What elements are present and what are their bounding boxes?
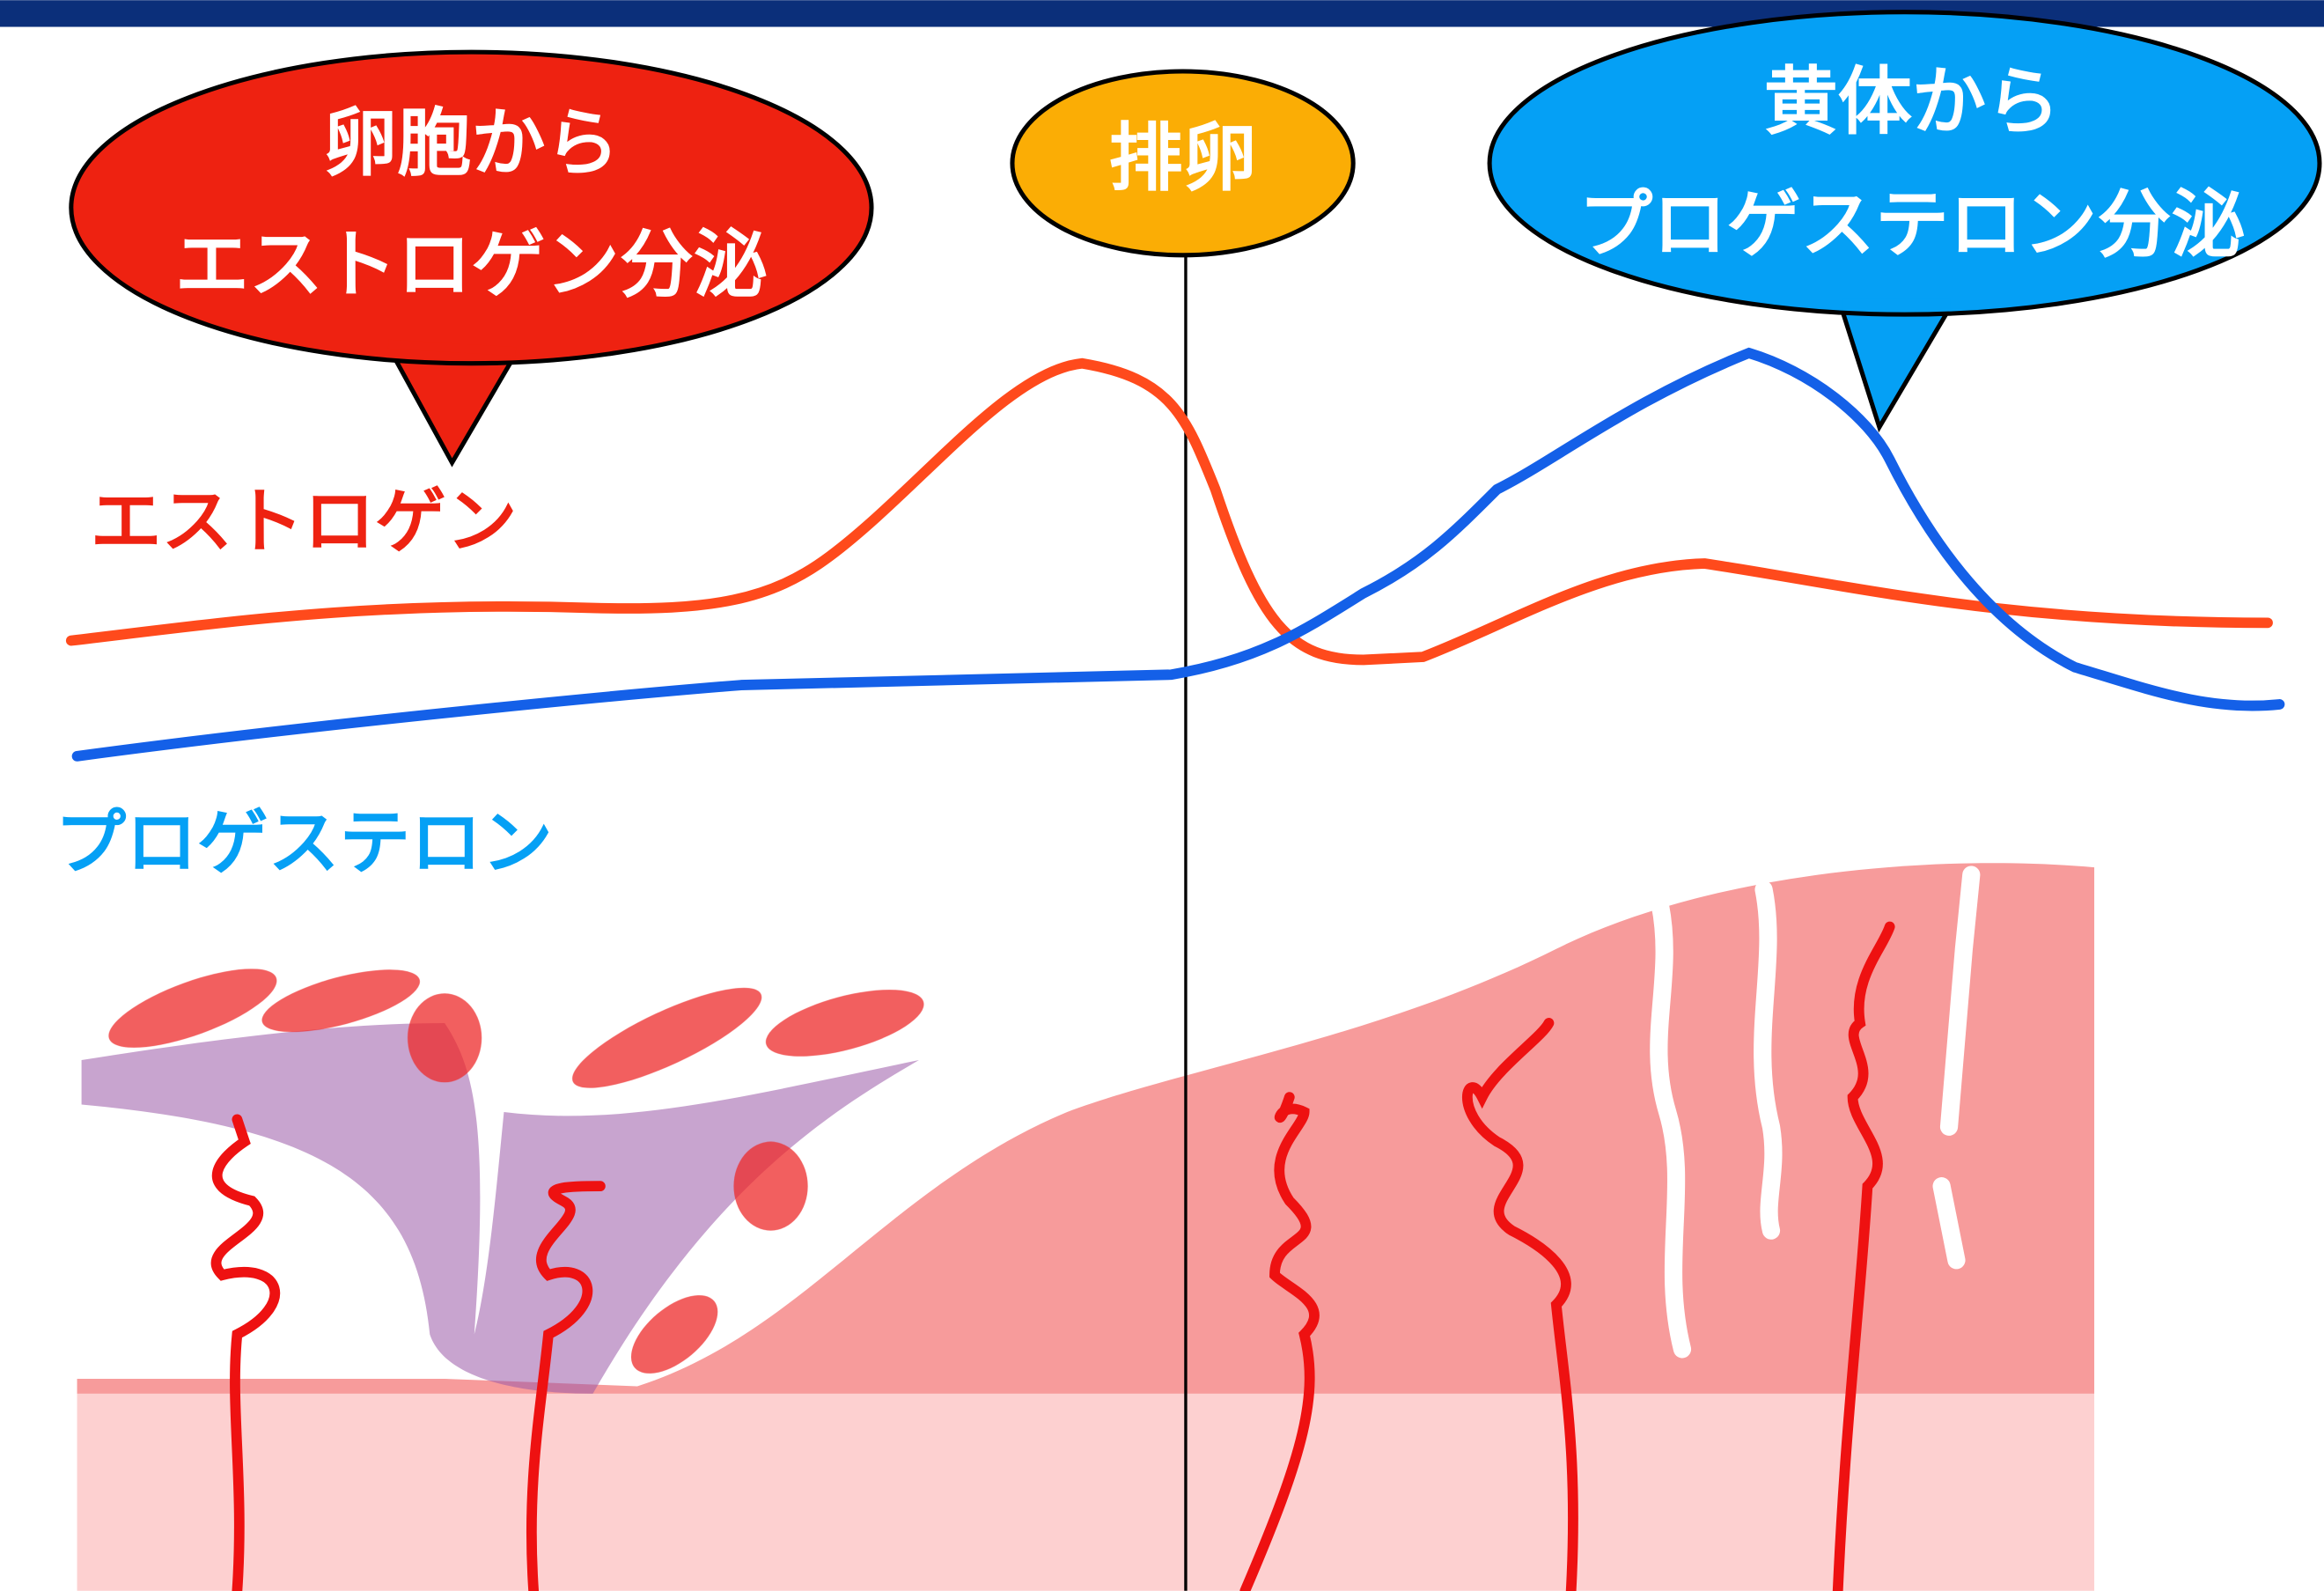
estrogen-curve [65, 357, 2273, 666]
callout-text: 排卵 [1108, 114, 1256, 201]
progesterone-curve [71, 347, 2285, 762]
callout-bubble [1010, 69, 1356, 258]
callout-text: 卵胞から [323, 100, 620, 187]
functional-layer [77, 863, 2095, 1394]
callout-join [387, 339, 517, 357]
endometrium [77, 863, 2095, 1591]
gland-secretions [1650, 865, 1981, 1359]
estrogen-label: エストロゲン [91, 481, 518, 563]
progesterone-label: プロゲステロン [55, 802, 553, 885]
progesterone-callout: 黄体から プロゲステロン分泌 [1487, 10, 2322, 433]
shedding-layer [81, 1022, 919, 1394]
callout-text: エストロゲン分泌 [175, 222, 768, 308]
estrogen-callout: 卵胞から エストロゲン分泌 [69, 49, 874, 468]
callout-bubble [69, 49, 874, 366]
callout-text: プロゲステロン分泌 [1578, 181, 2246, 268]
callout-bubble [1487, 10, 2322, 317]
bleeding [108, 969, 924, 1374]
spiral-arteries [210, 921, 1895, 1591]
basal-layer [77, 1393, 2095, 1591]
callout-text: 黄体から [1764, 58, 2061, 144]
ovulation-callout: 排卵 [1010, 69, 1356, 258]
